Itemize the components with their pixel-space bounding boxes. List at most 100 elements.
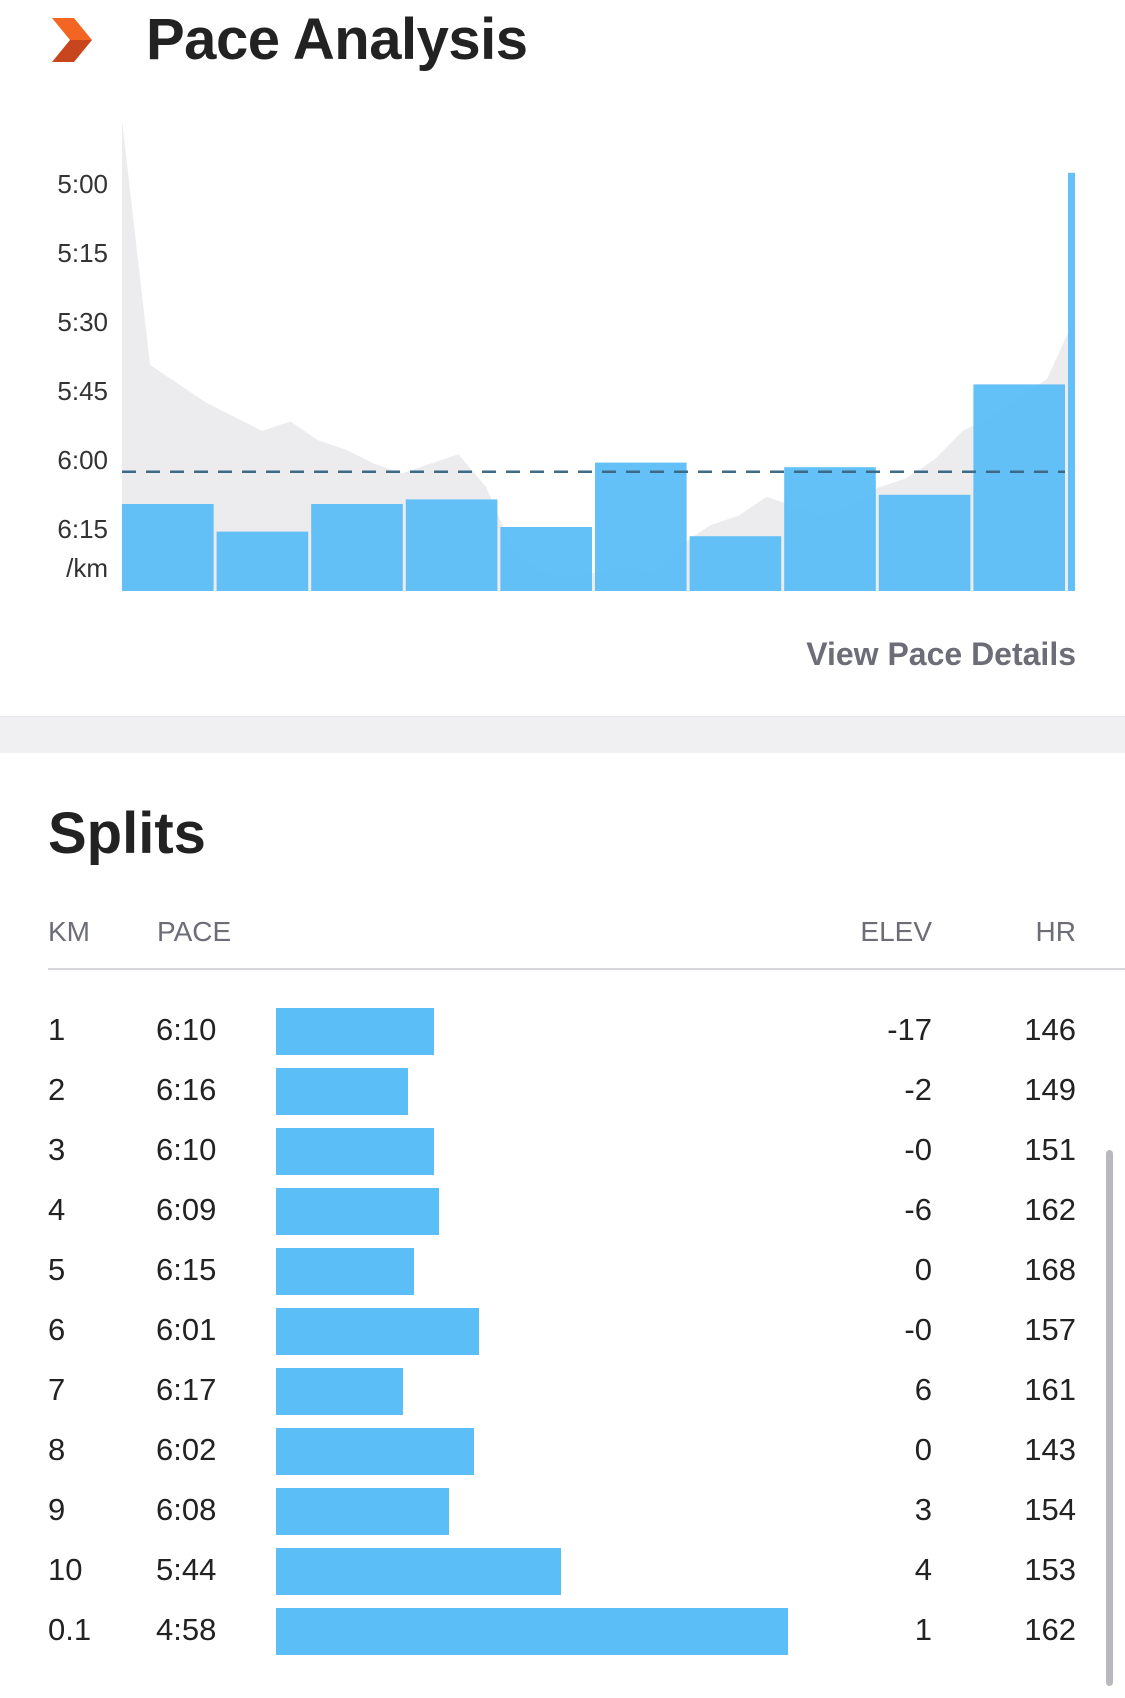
split-hr: 146	[1024, 1012, 1076, 1047]
split-km: 0.1	[48, 1612, 92, 1647]
split-km: 10	[48, 1552, 83, 1587]
split-elev: 0	[914, 1252, 932, 1287]
split-hr: 168	[1024, 1252, 1076, 1287]
pace-bar	[784, 467, 876, 591]
elevation-area	[122, 120, 1075, 591]
split-row: 9 6:08 3 154	[0, 1480, 1125, 1540]
pace-bar	[595, 462, 687, 591]
split-row: 4 6:09 -6 162	[0, 1180, 1125, 1240]
split-pace: 6:17	[156, 1372, 217, 1407]
split-hr: 153	[1024, 1552, 1076, 1587]
column-header-pace: PACE	[157, 916, 232, 947]
split-pace-bar	[276, 1308, 479, 1355]
split-pace-bar	[276, 1548, 561, 1595]
split-pace-bar	[276, 1488, 449, 1535]
pace-bar	[216, 531, 309, 591]
pace-chart-svg: 5:00 5:15 5:30 5:45 6:00 6:15/km	[57, 120, 1075, 592]
section-divider	[0, 716, 1125, 753]
split-row: 7 6:17 6 161	[0, 1360, 1125, 1420]
pace-bar	[973, 384, 1065, 591]
split-km: 5	[48, 1252, 66, 1287]
pace-bar	[689, 536, 782, 591]
pace-bar	[500, 527, 592, 591]
column-header-km: KM	[48, 916, 90, 947]
split-pace: 6:10	[156, 1012, 217, 1047]
split-elev: 3	[914, 1492, 932, 1527]
scrollbar[interactable]	[1106, 1150, 1113, 1686]
split-row: 2 6:16 -2 149	[0, 1060, 1125, 1120]
split-km: 2	[48, 1072, 66, 1107]
split-row: 8 6:02 0 143	[0, 1420, 1125, 1480]
split-row: 10 5:44 4 153	[0, 1540, 1125, 1600]
header-divider	[48, 968, 1125, 970]
split-hr: 157	[1024, 1312, 1076, 1347]
split-pace-bar	[276, 1008, 434, 1055]
pace-bar	[122, 504, 214, 591]
split-km: 4	[48, 1192, 66, 1227]
split-elev: -0	[904, 1312, 932, 1347]
chevron-logo-icon	[52, 18, 92, 62]
split-pace-bar	[276, 1368, 403, 1415]
splits-column-headers: KM PACE ELEV HR	[0, 912, 1125, 968]
view-pace-details-link[interactable]: View Pace Details	[806, 636, 1076, 672]
split-pace: 6:09	[156, 1192, 217, 1227]
split-pace: 6:02	[156, 1432, 217, 1467]
split-km: 9	[48, 1492, 66, 1527]
splits-title: Splits	[48, 801, 206, 866]
split-row: 1 6:10 -17 146	[0, 1000, 1125, 1060]
split-pace-bar	[276, 1068, 408, 1115]
split-pace: 4:58	[156, 1612, 217, 1647]
split-elev: 4	[914, 1552, 932, 1587]
pace-bar	[1068, 172, 1075, 592]
split-elev: 0	[914, 1432, 932, 1467]
split-elev: -0	[904, 1132, 932, 1167]
y-tick-label: 5:45	[57, 376, 108, 406]
split-row: 5 6:15 0 168	[0, 1240, 1125, 1300]
y-tick-label: 5:00	[57, 169, 108, 199]
split-hr: 162	[1024, 1192, 1076, 1227]
split-row: 6 6:01 -0 157	[0, 1300, 1125, 1360]
column-header-elev: ELEV	[860, 916, 932, 947]
split-pace-bar	[276, 1128, 434, 1175]
split-pace: 6:08	[156, 1492, 217, 1527]
split-elev: -2	[904, 1072, 932, 1107]
split-km: 6	[48, 1312, 66, 1347]
y-axis-unit-label: /km	[66, 553, 108, 583]
split-hr: 143	[1024, 1432, 1076, 1467]
split-elev: 6	[914, 1372, 932, 1407]
split-km: 7	[48, 1372, 66, 1407]
pace-bar	[311, 504, 403, 591]
pace-bar	[878, 494, 971, 591]
split-row: 3 6:10 -0 151	[0, 1120, 1125, 1180]
pace-bar	[405, 499, 498, 591]
pace-analysis-header: Pace Analysis	[0, 0, 1125, 90]
split-hr: 149	[1024, 1072, 1076, 1107]
split-hr: 162	[1024, 1612, 1076, 1647]
split-hr: 154	[1024, 1492, 1076, 1527]
split-pace: 6:16	[156, 1072, 217, 1107]
y-tick-label: 5:30	[57, 307, 108, 337]
split-hr: 151	[1024, 1132, 1076, 1167]
split-km: 8	[48, 1432, 66, 1467]
split-elev: -17	[887, 1012, 932, 1047]
y-tick-label: 6:15	[57, 514, 108, 544]
split-pace-bar	[276, 1188, 439, 1235]
split-elev: 1	[914, 1612, 932, 1647]
split-pace: 6:10	[156, 1132, 217, 1167]
column-header-hr: HR	[1035, 916, 1076, 947]
split-row: 0.1 4:58 1 162	[0, 1600, 1125, 1660]
split-pace: 5:44	[156, 1552, 217, 1587]
page-title: Pace Analysis	[146, 7, 528, 72]
split-pace-bar	[276, 1248, 414, 1295]
split-pace-bar	[276, 1428, 474, 1475]
split-km: 1	[48, 1012, 66, 1047]
split-pace: 6:01	[156, 1312, 217, 1347]
pace-chart[interactable]: 5:00 5:15 5:30 5:45 6:00 6:15/km	[0, 100, 1125, 620]
y-tick-label: 5:15	[57, 238, 108, 268]
split-km: 3	[48, 1132, 66, 1167]
split-pace-bar	[276, 1608, 788, 1655]
y-tick-label: 6:00	[57, 445, 108, 475]
split-elev: -6	[904, 1192, 932, 1227]
split-hr: 161	[1024, 1372, 1076, 1407]
